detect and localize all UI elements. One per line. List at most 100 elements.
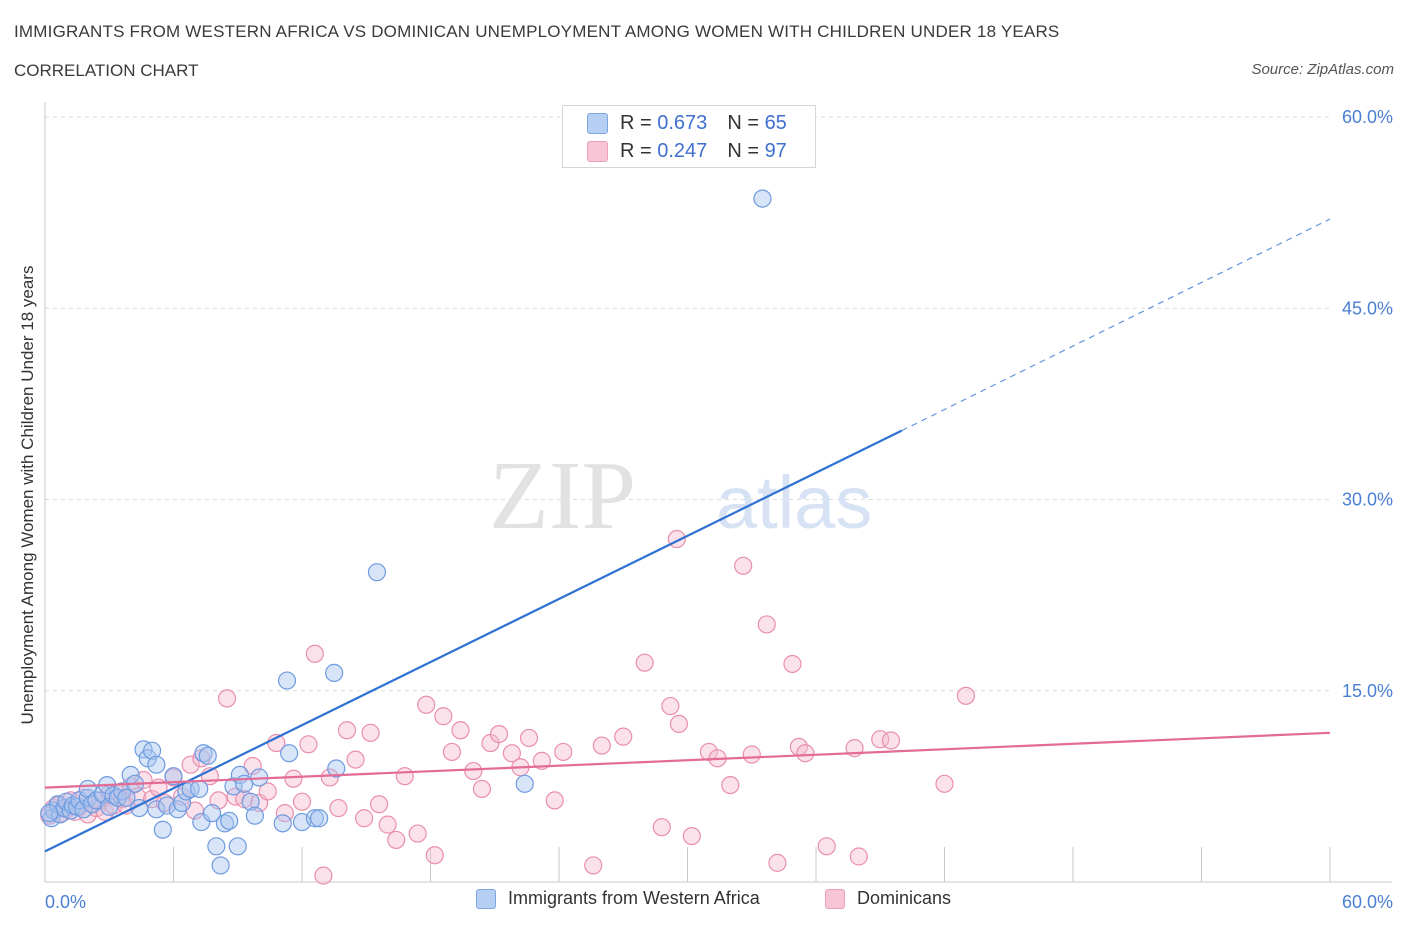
dominicans-point-76: [661, 696, 680, 716]
dominicans-point-64: [489, 724, 509, 744]
western-africa-point-53: [273, 814, 292, 833]
pink-n-value: 97: [764, 140, 787, 162]
western-africa-point-10: [74, 800, 93, 819]
dominicans-point-94: [935, 774, 954, 793]
western-africa-point-64: [40, 804, 59, 823]
dominicans-point-56: [417, 695, 436, 714]
dominicans-point-75: [652, 818, 671, 837]
stats-row-pink: R = 0.247 N = 97: [587, 140, 787, 163]
dominicans-point-46: [329, 798, 348, 818]
dominicans-point-85: [768, 853, 787, 872]
western-africa-point-60: [327, 759, 346, 778]
axes: [44, 102, 1392, 883]
watermark-zip: ZIP: [489, 442, 636, 550]
dominicans-point-70: [554, 742, 573, 762]
western-africa-point-43: [211, 856, 230, 875]
dominicans-point-84: [757, 615, 776, 634]
dominicans-point-45: [320, 768, 339, 787]
dominicans-point-61: [464, 761, 483, 781]
western-africa-point-59: [325, 663, 344, 683]
western-africa-point-55: [280, 744, 299, 763]
western-africa-point-42: [207, 837, 226, 856]
dominicans-point-43: [305, 644, 324, 663]
dominicans-point-59: [442, 742, 462, 762]
dominicans-point-49: [355, 809, 374, 828]
dominicans-point-48: [346, 750, 365, 769]
dominicans-point-40: [284, 769, 303, 788]
y-tick-label-1: 30.0%: [1342, 490, 1393, 510]
dominicans-point-37: [258, 782, 277, 801]
blue-n-label: N =: [727, 112, 765, 134]
western-africa-point-34: [172, 793, 192, 813]
grid-lines: [45, 116, 1330, 692]
dominicans-point-55: [408, 824, 427, 843]
y-tick-label-0: 15.0%: [1342, 681, 1393, 701]
western-africa-point-31: [157, 796, 177, 815]
dominicans-point-77: [669, 714, 689, 734]
western-africa-point-50: [241, 792, 260, 811]
legend-item-dominicans: Dominicans: [825, 888, 951, 909]
legend-blue-swatch: [476, 888, 496, 909]
western-africa-point-37: [190, 779, 209, 799]
dominicans-point-67: [519, 728, 539, 748]
western-africa-point-29: [147, 800, 166, 819]
trend-lines: [44, 218, 1331, 853]
dominicans-point-69: [545, 791, 564, 810]
dominicans-point-51: [370, 795, 389, 814]
blue-r-value: 0.673: [657, 112, 708, 134]
series-western-africa: [40, 189, 772, 875]
western-africa-point-57: [305, 809, 324, 828]
stats-row-blue: R = 0.673 N = 65: [587, 112, 787, 135]
dominicans-point-74: [635, 653, 654, 672]
dominicans-point-58: [434, 707, 453, 726]
western-africa-point-27: [142, 741, 162, 760]
dominicans-point-27: [181, 755, 200, 774]
pink-r-value: 0.247: [657, 140, 708, 162]
trend-line-dominicans: [44, 731, 1331, 789]
western-africa-point-45: [220, 811, 239, 830]
dominicans-point-83: [742, 745, 761, 764]
dominicans-point-57: [425, 846, 444, 865]
dominicans-point-65: [502, 744, 521, 763]
dominicans-point-32: [217, 689, 237, 708]
dominicans-point-86: [783, 654, 802, 674]
western-africa-point-58: [310, 809, 329, 828]
western-africa-point-54: [277, 671, 297, 690]
tick-labels: 15.0% 30.0% 45.0% 60.0% 0.0% 60.0%: [45, 107, 1393, 912]
dominicans-point-53: [387, 830, 406, 850]
dominicans-point-42: [299, 735, 318, 754]
western-africa-point-32: [164, 767, 183, 786]
dominicans-point-91: [849, 847, 868, 866]
trend-line-western-africa-extrapolated: [901, 218, 1331, 432]
watermark-atlas: atlas: [716, 461, 872, 544]
legend-pink-swatch: [825, 888, 845, 909]
dominicans-point-73: [614, 727, 633, 746]
western-africa-point-40: [198, 746, 217, 765]
dominicans-point-60: [451, 721, 470, 740]
dominicans-point-35: [243, 756, 262, 776]
chart-title: IMMIGRANTS FROM WESTERN AFRICA VS DOMINI…: [14, 22, 1060, 41]
dominicans-point-47: [337, 721, 357, 740]
stats-legend: R = 0.673 N = 65 R = 0.247 N = 97: [562, 105, 816, 168]
legend-blue-label: Immigrants from Western Africa: [508, 888, 760, 908]
dominicans-point-95: [956, 686, 976, 705]
dominicans-point-82: [734, 556, 753, 575]
western-africa-point-46: [224, 777, 243, 796]
legend-pink-label: Dominicans: [857, 888, 952, 908]
dominicans-point-50: [361, 723, 380, 742]
dominicans-point-62: [472, 779, 491, 799]
chart-subtitle: CORRELATION CHART: [14, 61, 199, 80]
pink-n-label: N =: [727, 140, 765, 162]
series-dominicans: [40, 529, 976, 885]
pink-r-label: R =: [620, 140, 658, 162]
blue-n-value: 65: [764, 112, 787, 134]
dominicans-point-52: [378, 815, 397, 834]
dominicans-point-72: [592, 736, 611, 755]
source-label: Source: ZipAtlas.com: [1251, 61, 1394, 78]
western-africa-point-28: [147, 755, 166, 774]
dominicans-point-44: [314, 866, 333, 885]
western-africa-point-61: [367, 563, 387, 582]
blue-swatch: [587, 113, 608, 134]
western-africa-point-47: [228, 837, 247, 856]
